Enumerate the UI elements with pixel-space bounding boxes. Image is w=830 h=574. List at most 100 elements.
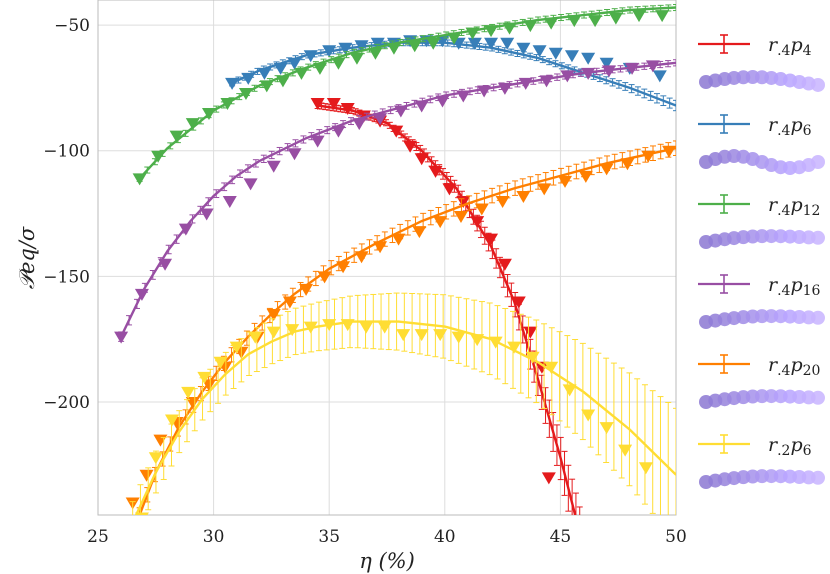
data-point (608, 12, 623, 25)
data-point (451, 331, 466, 344)
bead (811, 155, 825, 169)
legend-label-subscript: 6 (803, 123, 812, 139)
data-point (299, 283, 314, 296)
data-point (139, 469, 154, 482)
data-point (567, 15, 582, 28)
legend-label-symbol: r (768, 274, 779, 296)
data-point (532, 45, 547, 58)
data-point (151, 150, 166, 163)
data-point (435, 95, 450, 108)
legend-bead-chain (699, 149, 825, 175)
data-point (148, 452, 163, 465)
data-point (548, 47, 563, 60)
data-point (465, 27, 480, 40)
data-point (303, 321, 318, 334)
data-point (433, 216, 448, 229)
legend-label-subscript: .4 (777, 283, 790, 299)
legend-label-symbol: r (768, 434, 779, 456)
data-point (534, 361, 549, 374)
y-tick-label: −50 (54, 16, 90, 36)
data-point (396, 329, 411, 342)
data-point (601, 65, 616, 78)
data-point (497, 82, 512, 95)
legend-label: r.4p16 (768, 274, 821, 299)
data-point (310, 98, 325, 110)
fit-line (120, 61, 676, 338)
legend-entry: r.4p12 (698, 194, 825, 249)
legend-label-subscript: .4 (777, 43, 790, 59)
legend-label-subscript: .4 (777, 363, 790, 379)
legend-label-subscript: 20 (803, 363, 821, 379)
fit-line (138, 6, 676, 180)
x-axis-label: η (%) (359, 549, 415, 573)
data-point (220, 98, 235, 110)
data-point (495, 195, 510, 208)
x-tick-label: 40 (434, 527, 456, 547)
legend-entry: r.4p20 (698, 354, 825, 409)
data-point (134, 288, 149, 301)
data-point (581, 409, 596, 422)
data-point (447, 32, 462, 45)
data-point (442, 183, 457, 196)
data-point (581, 52, 596, 65)
legend-label-symbol: r (768, 354, 779, 376)
data-point (581, 67, 596, 80)
data-point (340, 319, 355, 332)
data-point (322, 45, 337, 58)
series-r.4p4 (310, 98, 583, 515)
data-point (222, 195, 237, 208)
legend-bead-chain (699, 469, 825, 489)
legend-bead-chain (699, 70, 825, 92)
y-tick-label: −150 (43, 267, 90, 287)
legend-label-subscript: .2 (777, 443, 790, 459)
data-point (373, 113, 388, 126)
data-point (132, 173, 147, 186)
data-point (488, 336, 503, 349)
data-point (201, 108, 216, 121)
data-point (391, 233, 406, 246)
data-point (403, 140, 418, 153)
data-point (484, 25, 499, 38)
data-point (645, 60, 660, 73)
data-point (544, 361, 559, 374)
legend-label-symbol: p (790, 34, 802, 56)
data-point (599, 163, 614, 176)
data-point (259, 80, 274, 93)
fit-line (134, 320, 676, 515)
bead (811, 230, 825, 245)
data-point (511, 296, 526, 309)
data-point (426, 37, 441, 50)
bead (811, 390, 825, 405)
series-layer (114, 4, 676, 515)
x-tick-label: 45 (550, 527, 572, 547)
series-r.2p6 (129, 292, 676, 515)
legend-label-subscript: 12 (803, 203, 821, 219)
bead (811, 77, 825, 92)
y-tick-label: −200 (43, 393, 90, 413)
data-point (588, 15, 603, 28)
series-r.4p6 (225, 35, 676, 112)
y-tick-label: −100 (43, 142, 90, 162)
data-point (241, 72, 256, 85)
legend-label-symbol: p (790, 434, 802, 456)
x-axis-label-text: η (%) (359, 549, 415, 573)
data-point (578, 170, 593, 183)
data-point (349, 52, 364, 65)
data-point (516, 190, 531, 203)
data-point (229, 341, 244, 354)
data-point (484, 37, 499, 50)
data-point (373, 241, 388, 254)
x-tick-label: 35 (318, 527, 340, 547)
legend-label: r.4p20 (768, 354, 820, 379)
data-point (164, 414, 179, 427)
legend-bead-chain (699, 229, 825, 249)
data-point (181, 386, 196, 399)
data-point (393, 105, 408, 118)
data-point (169, 130, 184, 143)
data-point (525, 351, 540, 364)
data-point (266, 309, 281, 322)
legend-label: r.4p12 (768, 194, 820, 219)
legend-bead-chain (699, 389, 825, 409)
data-point (354, 251, 369, 264)
data-point (158, 258, 173, 271)
